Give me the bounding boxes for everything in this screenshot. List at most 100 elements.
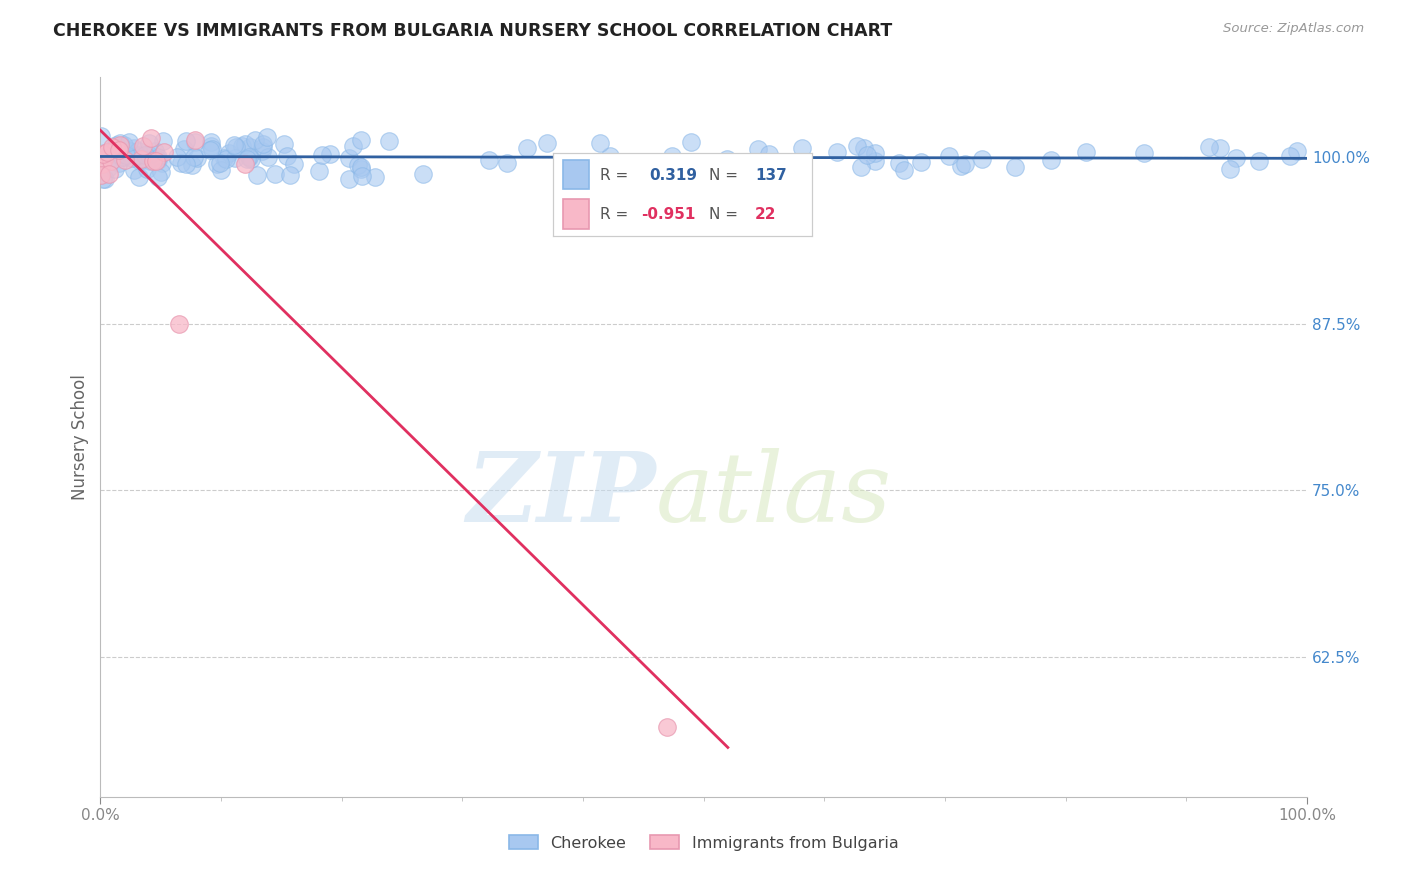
Point	[200, 135, 222, 149]
Point	[112, 138, 135, 153]
Point	[233, 157, 256, 171]
Point	[143, 144, 166, 158]
Point	[239, 153, 262, 167]
Point	[910, 155, 932, 169]
Point	[224, 151, 246, 165]
Point	[657, 720, 679, 734]
Point	[104, 162, 127, 177]
Point	[1040, 153, 1063, 167]
Point	[200, 143, 222, 157]
Point	[845, 139, 868, 153]
Point	[252, 140, 274, 154]
Point	[236, 152, 259, 166]
Point	[97, 167, 120, 181]
Point	[212, 151, 235, 165]
Point	[96, 145, 118, 160]
Point	[128, 170, 150, 185]
Point	[1225, 151, 1247, 165]
Point	[1219, 162, 1241, 177]
Point	[104, 137, 127, 152]
Point	[101, 139, 124, 153]
Point	[938, 149, 960, 163]
Point	[139, 154, 162, 169]
Point	[131, 139, 153, 153]
Point	[716, 152, 738, 166]
Point	[252, 137, 274, 152]
Point	[1198, 140, 1220, 154]
Point	[280, 169, 302, 183]
Point	[679, 135, 702, 149]
Point	[93, 149, 115, 163]
Point	[91, 156, 114, 170]
Point	[110, 138, 132, 153]
Point	[243, 132, 266, 146]
Point	[318, 146, 340, 161]
Point	[620, 159, 643, 173]
Point	[339, 151, 361, 165]
Point	[145, 152, 167, 166]
Point	[970, 152, 993, 166]
Text: 22: 22	[755, 207, 776, 222]
Text: N =: N =	[709, 168, 738, 183]
Point	[122, 141, 145, 155]
Point	[112, 150, 135, 164]
Point	[149, 165, 172, 179]
Point	[661, 149, 683, 163]
Point	[118, 144, 141, 158]
Point	[94, 172, 117, 186]
Point	[239, 140, 262, 154]
Point	[115, 148, 138, 162]
Point	[613, 155, 636, 169]
Point	[183, 150, 205, 164]
Point	[134, 147, 156, 161]
Point	[139, 131, 162, 145]
Point	[1074, 145, 1097, 159]
Point	[218, 145, 240, 160]
Point	[146, 169, 169, 184]
Point	[184, 133, 207, 147]
Point	[108, 143, 131, 157]
Point	[186, 151, 208, 165]
Point	[347, 158, 370, 172]
Point	[111, 150, 134, 164]
Point	[276, 149, 298, 163]
Point	[180, 158, 202, 172]
Point	[200, 139, 222, 153]
Point	[953, 157, 976, 171]
Point	[105, 141, 128, 155]
Text: atlas: atlas	[655, 448, 891, 541]
Point	[536, 136, 558, 151]
Point	[887, 156, 910, 170]
Point	[174, 157, 197, 171]
Point	[100, 144, 122, 158]
Point	[107, 139, 129, 153]
Point	[350, 169, 373, 183]
Point	[238, 150, 260, 164]
Bar	[564, 160, 589, 189]
Text: Source: ZipAtlas.com: Source: ZipAtlas.com	[1223, 22, 1364, 36]
Point	[1209, 141, 1232, 155]
Point	[496, 155, 519, 169]
Point	[747, 142, 769, 156]
Point	[167, 317, 190, 331]
Point	[1285, 144, 1308, 158]
Point	[166, 150, 188, 164]
Point	[107, 147, 129, 161]
Point	[724, 165, 747, 179]
Point	[311, 148, 333, 162]
Point	[350, 160, 373, 174]
Text: -0.951: -0.951	[641, 207, 696, 222]
Text: 137: 137	[755, 168, 787, 183]
Bar	[564, 199, 589, 229]
Point	[135, 162, 157, 177]
Point	[350, 162, 373, 177]
Point	[863, 145, 886, 160]
Text: R =: R =	[599, 168, 628, 183]
Point	[153, 145, 176, 159]
Text: 0.319: 0.319	[648, 168, 697, 183]
Point	[1279, 149, 1302, 163]
Point	[209, 163, 232, 178]
Point	[114, 153, 136, 168]
Point	[825, 145, 848, 159]
Point	[256, 150, 278, 164]
